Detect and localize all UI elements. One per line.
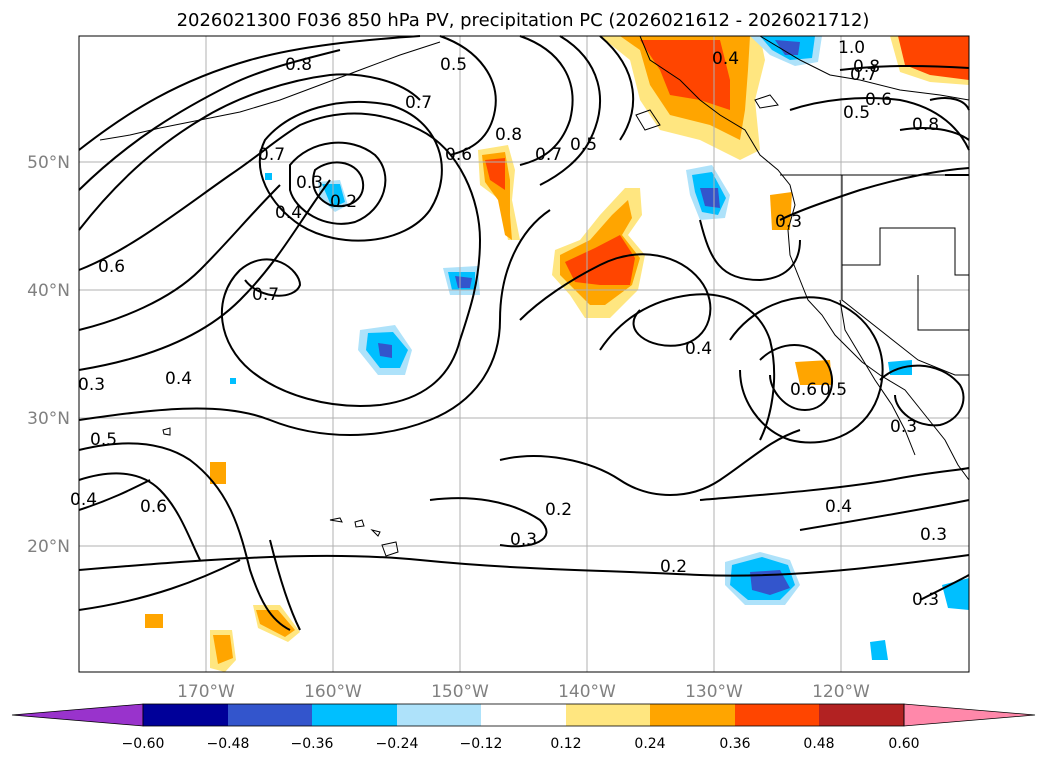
contour-label: 0.2 [330, 192, 357, 212]
contour-label: 0.2 [660, 557, 687, 577]
contour-label: 0.5 [90, 430, 117, 450]
lon-label-130w: 130°W [685, 682, 743, 702]
colorbar-segment [397, 704, 481, 726]
contour-label: 0.8 [853, 57, 880, 77]
contour-label: 0.5 [820, 380, 847, 400]
contour-label: 0.6 [790, 380, 817, 400]
colorbar-segment [481, 704, 566, 726]
map-title: 2026021300 F036 850 hPa PV, precipitatio… [177, 10, 870, 31]
colorbar-segment [650, 704, 735, 726]
map-plot-area: 0.2 0.3 0.4 0.5 0.6 0.7 0.8 1.0 0.2 0.2 … [70, 35, 970, 673]
contour-label: 0.5 [440, 55, 467, 75]
colorbar-segment [735, 704, 819, 726]
gridlines [79, 36, 969, 672]
colorbar-tick: −0.60 [122, 736, 165, 752]
colorbar-segment [143, 704, 228, 726]
colorbar-tick: 0.36 [719, 736, 750, 752]
colorbar-segment [819, 704, 904, 726]
colorbar-segment [228, 704, 312, 726]
lat-label-50n: 50°N [27, 153, 70, 173]
colorbar-tick: −0.24 [376, 736, 419, 752]
lon-label-120w: 120°W [812, 682, 870, 702]
colorbar-tick: 0.12 [550, 736, 581, 752]
contour-label: 0.4 [165, 369, 192, 389]
lon-label-160w: 160°W [304, 682, 362, 702]
colorbar-tick: −0.48 [207, 736, 250, 752]
colorbar: −0.60 −0.48 −0.36 −0.24 −0.12 0.12 0.24 … [11, 703, 1036, 752]
contour-label: 0.4 [825, 497, 852, 517]
contour-label: 0.7 [850, 65, 877, 85]
contour-label: 0.3 [78, 375, 105, 395]
colorbar-tick: −0.36 [291, 736, 334, 752]
contour-label: 0.7 [252, 285, 279, 305]
contour-label: 0.4 [712, 49, 739, 69]
lon-label-150w: 150°W [431, 682, 489, 702]
colorbar-segment [312, 704, 397, 726]
contour-labels: 0.2 0.3 0.4 0.5 0.6 0.7 0.8 1.0 0.2 0.2 … [70, 38, 947, 610]
contour-label: 0.3 [775, 212, 802, 232]
colorbar-tick: −0.12 [460, 736, 503, 752]
contour-label: 0.4 [275, 203, 302, 223]
colorbar-tick: 0.60 [888, 736, 919, 752]
contour-label: 0.3 [920, 525, 947, 545]
contour-label: 0.5 [570, 135, 597, 155]
contour-label: 0.5 [843, 103, 870, 123]
precip-shading [145, 36, 969, 672]
latitude-labels: 50°N 40°N 30°N 20°N [27, 153, 70, 557]
longitude-labels: 170°W 160°W 150°W 140°W 130°W 120°W [177, 682, 870, 702]
pv-contours [78, 35, 970, 631]
lat-label-40n: 40°N [27, 281, 70, 301]
contour-label: 0.3 [296, 173, 323, 193]
contour-label: 0.4 [685, 339, 712, 359]
contour-label: 0.8 [495, 125, 522, 145]
contour-label: 0.3 [912, 590, 939, 610]
contour-label: 0.7 [405, 93, 432, 113]
contour-label: 0.6 [98, 257, 125, 277]
lon-label-140w: 140°W [558, 682, 616, 702]
contour-label: 0.2 [545, 500, 572, 520]
lat-label-30n: 30°N [27, 409, 70, 429]
colorbar-tick: 0.24 [634, 736, 665, 752]
colorbar-segment [11, 703, 144, 727]
contour-label: 0.4 [70, 490, 97, 510]
contour-label: 0.7 [535, 145, 562, 165]
colorbar-tick: 0.48 [803, 736, 834, 752]
contour-label: 0.6 [445, 145, 472, 165]
contour-label: 0.8 [285, 55, 312, 75]
colorbar-segment [903, 703, 1036, 727]
contour-label: 0.6 [865, 90, 892, 110]
colorbar-segment [566, 704, 650, 726]
contour-label: 0.6 [140, 497, 167, 517]
contour-label: 0.3 [510, 530, 537, 550]
lon-label-170w: 170°W [177, 682, 235, 702]
contour-label: 0.3 [890, 417, 917, 437]
contour-label: 0.7 [258, 145, 285, 165]
lat-label-20n: 20°N [27, 537, 70, 557]
contour-label: 1.0 [838, 38, 865, 58]
contour-label: 0.8 [912, 115, 939, 135]
